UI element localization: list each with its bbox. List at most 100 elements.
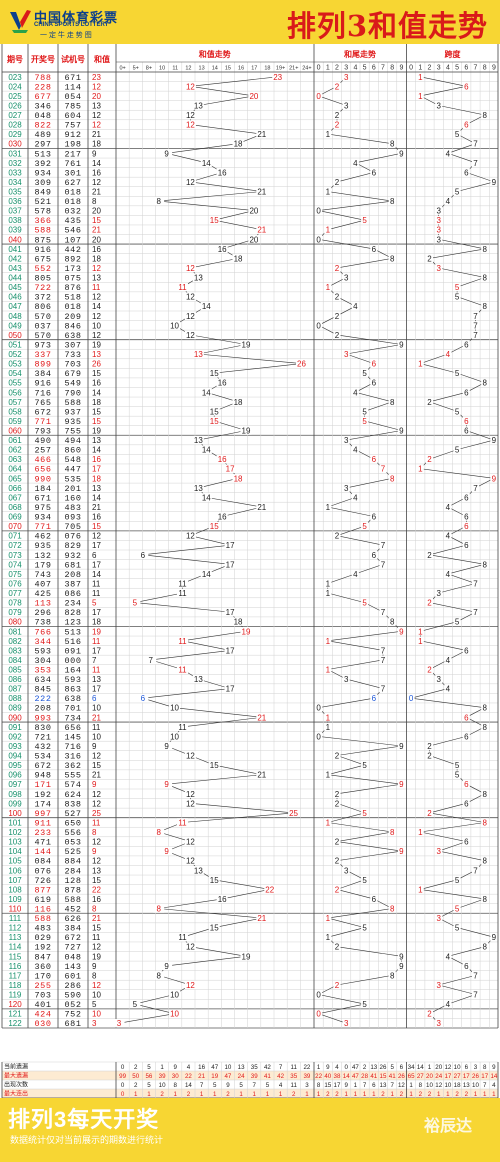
issue-number: 099 [8,799,22,808]
draw-number: 257 [34,446,51,456]
draw-number: 184 [34,484,51,494]
sum-value: 11 [92,589,101,598]
span-digit-label: 6 [464,65,468,72]
draw-number: 899 [34,360,51,370]
span-point-bg [472,971,479,980]
tail-point-bg [324,722,332,732]
sum-point-bg [169,990,181,999]
tail-point-bg [379,684,387,693]
span-point-label: 7 [473,159,478,168]
issue-number: 054 [8,369,22,378]
tail-point-bg [324,129,332,139]
sum-point-bg [216,244,228,254]
tail-point-bg [370,550,378,559]
draw-number: 997 [34,809,51,819]
sum-point-bg [184,330,196,340]
sum-point-bg [184,789,196,798]
sum-value: 21 [92,226,101,235]
sum-value: 18 [92,254,101,263]
stat-tail-value: 1 [354,1082,358,1089]
tail-point-label: 5 [362,369,367,378]
sum-bin-label: 24+ [302,66,311,72]
stat-tail-value: 2 [326,1091,330,1098]
tail-point-label: 0 [316,235,321,244]
sum-point-bg [184,82,196,91]
stat-sum-value: 5 [239,1082,243,1089]
sum-point-bg [256,502,268,512]
stat-span-value: 34 [408,1064,415,1071]
sum-value: 10 [92,1010,101,1019]
sum-point-label: 21 [257,130,266,139]
span-point-label: 9 [492,474,497,483]
stat-row-band [2,1071,498,1080]
tail-point-label: 1 [326,283,331,292]
draw-number: 084 [34,857,51,867]
tail-point-bg [333,82,341,91]
sum-value: 14 [92,493,101,502]
sum-point-bg [153,827,165,837]
trial-number: 018 [64,188,81,198]
span-point-label: 8 [482,111,487,120]
span-point-label: 2 [427,599,432,608]
stat-sum-value: 2 [160,1091,164,1098]
sum-point-label: 12 [186,121,195,130]
tail-point-bg [361,368,369,378]
stat-sum-value: 0 [121,1064,125,1071]
sum-value: 9 [92,847,97,856]
stat-sum-value: 5 [147,1082,151,1089]
span-point-label: 1 [418,465,423,474]
span-point-bg [481,856,489,865]
stat-span-value: 1 [437,1091,441,1098]
sum-point-bg [296,359,307,368]
span-point-label: 8 [482,379,487,388]
stat-row-band [2,1062,498,1071]
issue-number: 060 [8,427,22,436]
trial-number: 734 [64,713,81,723]
span-point-label: 7 [473,484,478,493]
sum-value: 21 [92,503,101,512]
tail-point-bg [388,827,396,837]
issue-number: 081 [8,627,22,636]
issue-number: 100 [8,809,22,818]
sum-value: 19 [92,427,101,436]
stat-sum-value: 5 [213,1082,217,1089]
trial-number: 912 [64,130,81,140]
sum-point-label: 11 [178,283,187,292]
span-point-bg [453,187,461,196]
span-point-label: 8 [482,274,487,283]
tail-point-label: 2 [335,178,340,187]
span-point-label: 5 [455,188,460,197]
tail-point-bg [315,1009,323,1018]
sum-point-label: 17 [226,560,235,569]
tail-point-label: 4 [353,446,358,455]
trial-number: 937 [64,407,81,417]
sum-point-bg [208,923,220,932]
draw-number: 916 [34,379,51,389]
span-point-bg [444,149,452,158]
issue-number: 026 [8,101,22,110]
stat-sum-value: 2 [226,1091,230,1098]
stat-tail-value: 22 [315,1073,322,1080]
sum-value: 21 [92,713,101,722]
span-point-bg [416,464,424,473]
span-point-bg [426,665,433,674]
trial-number: 884 [64,857,81,867]
tail-point-bg [324,225,332,234]
sum-value: 10 [92,991,101,1000]
sum-point-bg [200,158,212,168]
sum-point-label: 9 [164,742,169,751]
tail-point-label: 7 [381,541,386,550]
issue-number: 106 [8,866,22,875]
span-point-bg [453,445,461,454]
issue-number: 030 [8,140,22,149]
span-point-bg [481,378,489,387]
tail-point-bg [388,196,396,206]
span-digit-label: 2 [428,65,432,72]
sum-value: 15 [92,369,101,378]
span-point-bg [453,129,461,139]
span-point-label: 3 [436,1019,441,1028]
draw-number: 993 [34,713,51,723]
span-point-label: 6 [464,388,469,397]
span-point-label: 1 [418,360,423,369]
issue-number: 035 [8,188,22,197]
